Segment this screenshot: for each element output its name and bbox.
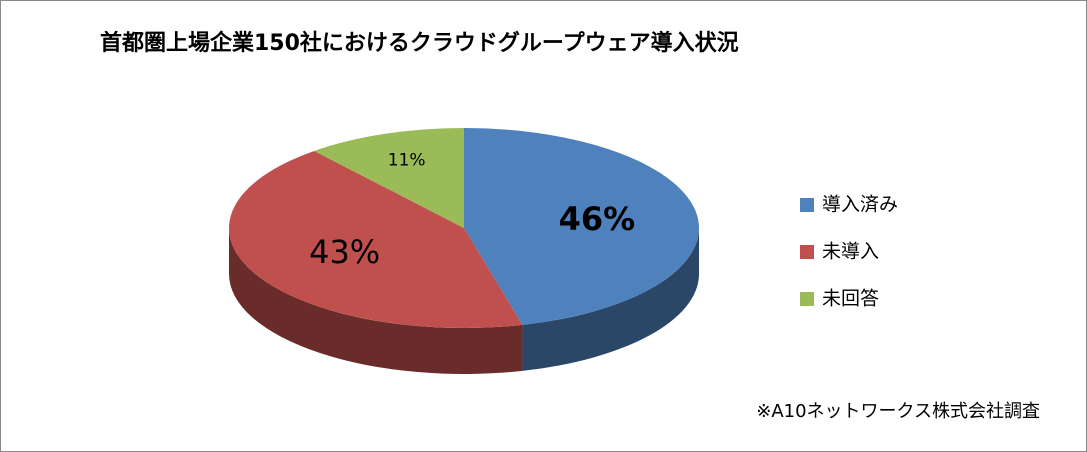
slice <box>464 128 699 325</box>
legend-label: 導入済み <box>822 194 898 216</box>
slice <box>228 150 523 328</box>
annotation: ※A10ネットワークス株式会社調査 <box>756 401 1040 422</box>
chart-title: 首都圏上場企業150社におけるクラウドグループウェア導入状況 <box>100 30 739 56</box>
data-label: 43% <box>309 233 380 271</box>
slice-side <box>522 228 699 371</box>
legend-label: 未導入 <box>822 241 879 263</box>
legend-swatch <box>800 292 814 306</box>
legend-swatch <box>800 245 814 259</box>
legend-swatch <box>800 198 814 212</box>
legend-label: 未回答 <box>822 288 879 310</box>
slice-side <box>229 228 523 374</box>
data-label: 11% <box>388 150 426 170</box>
data-label: 46% <box>559 200 636 238</box>
slice <box>314 128 464 228</box>
